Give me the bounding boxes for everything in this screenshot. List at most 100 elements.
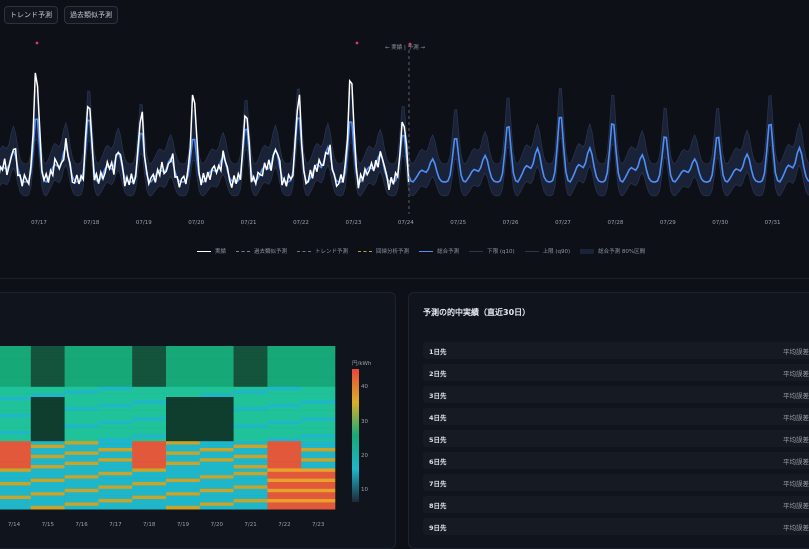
lower-q10-line (0, 137, 809, 197)
heatmap-cell (98, 454, 133, 459)
heatmap-cell (64, 363, 99, 367)
heatmap-cell (199, 441, 234, 445)
heatmap-cell (98, 444, 133, 449)
heatmap-cell (132, 488, 167, 493)
heatmap-cell (64, 346, 99, 350)
legend-similar[interactable]: 過去類似予測 (236, 247, 287, 255)
heatmap-cell (233, 400, 268, 405)
heatmap-cell (267, 437, 302, 442)
heatmap-cell (233, 492, 268, 496)
heatmap-cell (267, 495, 302, 500)
heatmap-cell (166, 502, 201, 507)
heatmap-cell (233, 376, 268, 381)
legend-q90[interactable]: 上限 (q90) (524, 247, 570, 255)
legend-regression[interactable]: 回帰分析予測 (358, 247, 409, 255)
heatmap-cell (166, 461, 201, 466)
horizon-label: 3日先 (429, 391, 447, 400)
legend-forecast[interactable]: 総合予測 (419, 247, 459, 255)
heatmap-cell (267, 366, 302, 371)
heatmap-cell (267, 400, 302, 405)
heatmap-cell (199, 366, 234, 371)
heatmap-cell (0, 458, 32, 462)
heatmap-cell (30, 420, 65, 425)
heatmap-cell (0, 482, 32, 486)
heatmap-cell (132, 505, 167, 510)
legend-actual[interactable]: 実績 (197, 247, 226, 255)
heatmap-cell (64, 478, 99, 483)
heatmap-cell (267, 417, 302, 422)
legend-trend[interactable]: トレンド予測 (297, 247, 348, 255)
heatmap-cell (98, 437, 133, 442)
heatmap-cell (64, 386, 99, 391)
heatmap-cell (199, 492, 234, 496)
legend-band[interactable]: 総合予測 80%区間 (580, 247, 645, 255)
colorbar-tick: 20 (361, 453, 368, 459)
heatmap-cell (64, 448, 99, 452)
heatmap-cell (199, 386, 234, 391)
heatmap-cell (98, 448, 133, 452)
heatmap-cell (64, 492, 99, 496)
heatmap-cell (233, 349, 268, 354)
tab-similar-past-forecast[interactable]: 過去類似予測 (64, 6, 118, 24)
heatmap-cell (0, 349, 32, 354)
heatmap-cell (233, 397, 268, 401)
heatmap-cell (98, 417, 133, 422)
horizon-label: 9日先 (429, 523, 447, 532)
heatmap-cell (98, 363, 133, 367)
heatmap-cell (199, 417, 234, 422)
heatmap-cell (166, 417, 201, 422)
heatmap-cell (267, 505, 302, 510)
heatmap-cell (199, 349, 234, 354)
heatmap-cell (0, 454, 32, 459)
accuracy-row: 2日先 平均誤差 (423, 364, 809, 381)
heatmap-cell (233, 352, 268, 357)
heatmap-cell (166, 380, 201, 384)
heatmap-cell (132, 356, 167, 360)
heatmap-cell (267, 427, 302, 432)
upper-q90-line (0, 88, 809, 165)
heatmap-cell (166, 451, 201, 456)
heatmap-cell (64, 397, 99, 401)
heatmap-cell (132, 400, 167, 405)
heatmap-cell (0, 502, 32, 507)
tab-trend-forecast[interactable]: トレンド予測 (4, 6, 58, 24)
x-axis-tick-label: 07/31 (765, 220, 781, 226)
heatmap-cell (301, 349, 336, 354)
heatmap-cell (64, 505, 99, 510)
heatmap-cell (233, 495, 268, 500)
heatmap-cell (233, 356, 268, 360)
heatmap-cell (30, 434, 65, 439)
heatmap-cell (64, 465, 99, 469)
heatmap-cell (166, 482, 201, 486)
heatmap-cell (0, 420, 32, 425)
accuracy-row: 1日先 平均誤差 (423, 342, 809, 359)
heatmap-cell (166, 488, 201, 493)
heatmap-cell (301, 499, 336, 503)
heatmap-cell (0, 369, 32, 374)
x-axis-tick-label: 07/27 (555, 220, 571, 226)
heatmap-cell (64, 441, 99, 445)
heatmap-x-tick-label: 7/19 (177, 522, 190, 528)
heatmap-cell (30, 383, 65, 388)
heatmap-cell (64, 424, 99, 428)
x-axis-tick-label: 07/24 (398, 220, 414, 226)
heatmap-cell (30, 424, 65, 428)
heatmap-cell (233, 363, 268, 367)
legend-q10[interactable]: 下限 (q10) (469, 247, 515, 255)
heatmap-cell (199, 434, 234, 439)
heatmap-cell (166, 356, 201, 360)
heatmap-cell (199, 465, 234, 469)
heatmap-cell (166, 492, 201, 496)
heatmap-x-tick-label: 7/23 (312, 522, 325, 528)
heatmap-cell (64, 458, 99, 462)
x-axis-tick-label: 07/25 (450, 220, 466, 226)
heatmap-cell (199, 495, 234, 500)
heatmap-cell (267, 461, 302, 466)
heatmap-cell (64, 393, 99, 398)
accuracy-row: 3日先 平均誤差 (423, 386, 809, 403)
heatmap-cell (0, 383, 32, 388)
heatmap-cell (98, 376, 133, 381)
heatmap-cell (64, 502, 99, 507)
heatmap-cell (233, 417, 268, 422)
heatmap-cell (98, 407, 133, 411)
